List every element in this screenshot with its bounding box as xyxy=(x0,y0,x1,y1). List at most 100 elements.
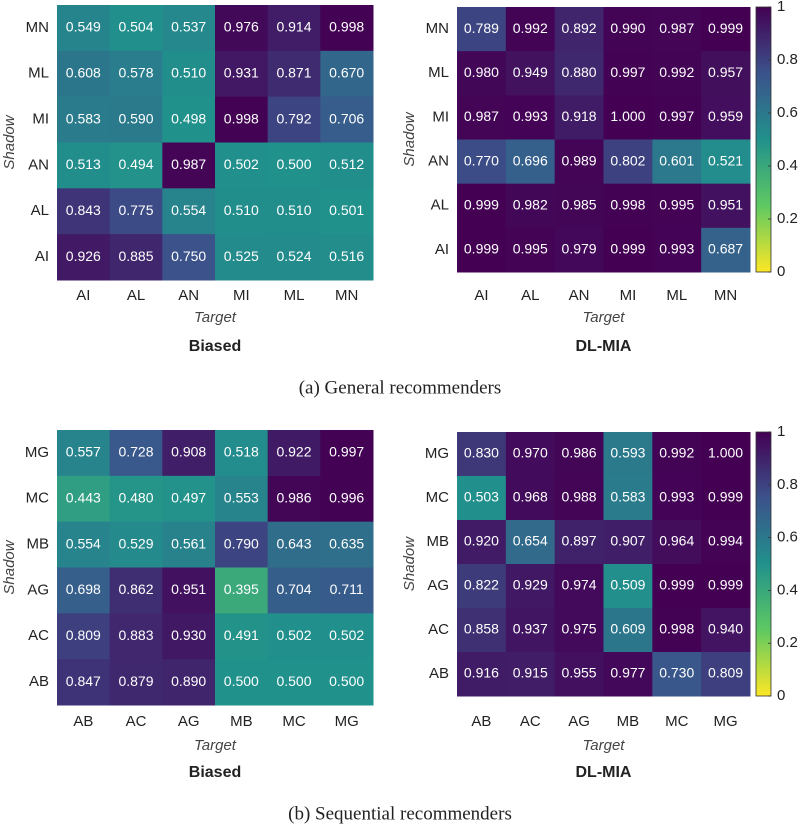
heatmap-cell xyxy=(603,476,653,521)
cell-label: 0.871 xyxy=(276,64,311,80)
colorbar-tick-label: 1 xyxy=(777,423,785,440)
cell-label: 0.553 xyxy=(224,489,259,505)
cell-label: 0.879 xyxy=(118,673,153,689)
cell-label: 0.940 xyxy=(708,621,743,637)
heatmap-cell xyxy=(215,96,269,143)
heatmap-cell xyxy=(162,50,216,98)
x-tick-label: ML xyxy=(666,287,687,304)
y-tick-label: ML xyxy=(28,65,49,82)
cell-label: 0.997 xyxy=(329,444,364,460)
heatmap-cell xyxy=(554,564,604,609)
cell-label: 0.862 xyxy=(118,581,153,597)
cell-label: 0.510 xyxy=(171,64,206,80)
heatmap-cell xyxy=(603,95,653,140)
heatmap-cell xyxy=(701,139,751,185)
x-tick-label: ML xyxy=(284,287,305,304)
cell-label: 0.497 xyxy=(171,489,206,505)
cell-label: 0.561 xyxy=(171,535,206,551)
heatmap-cell xyxy=(215,50,269,98)
cell-label: 0.999 xyxy=(708,489,743,505)
cell-label: 0.500 xyxy=(276,673,311,689)
cell-label: 0.635 xyxy=(329,535,364,551)
x-tick-label: AI xyxy=(474,287,488,304)
heatmap-cell xyxy=(457,432,507,477)
cell-label: 0.518 xyxy=(224,444,259,460)
y-tick-label: MI xyxy=(432,108,449,125)
cell-label: 0.999 xyxy=(464,241,499,257)
heatmap-cell xyxy=(554,476,604,521)
cell-label: 0.929 xyxy=(513,577,548,593)
cell-label: 0.979 xyxy=(562,241,597,257)
cell-label: 0.959 xyxy=(708,108,743,124)
cell-label: 0.501 xyxy=(329,202,364,218)
heatmap-cell xyxy=(701,7,751,52)
y-tick-label: AC xyxy=(428,621,449,638)
heatmap-cell xyxy=(57,96,111,143)
x-tick-label: MG xyxy=(713,713,737,730)
cell-label: 0.858 xyxy=(464,621,499,637)
heatmap-cell xyxy=(109,567,163,614)
heatmap-cell xyxy=(109,188,163,235)
cell-label: 0.578 xyxy=(118,64,153,80)
cell-label: 0.986 xyxy=(562,445,597,461)
cell-label: 0.698 xyxy=(66,581,101,597)
cell-label: 0.500 xyxy=(224,673,259,689)
y-tick-label: AG xyxy=(27,581,49,598)
heatmap-cell xyxy=(603,564,653,609)
cell-label: 0.395 xyxy=(224,581,259,597)
heatmap-cell xyxy=(505,139,556,185)
cell-label: 0.654 xyxy=(513,533,548,549)
heatmap-cell xyxy=(109,613,163,660)
heatmap-cell xyxy=(267,567,321,614)
cell-label: 0.775 xyxy=(118,202,153,218)
heatmap-cell xyxy=(57,234,111,281)
heatmap-cell xyxy=(457,227,507,273)
heatmap-cell xyxy=(109,96,163,143)
colorbar-tick-label: 0.4 xyxy=(777,157,798,174)
heatmap-cell xyxy=(215,475,269,523)
cell-label: 0.931 xyxy=(224,64,259,80)
cell-label: 0.996 xyxy=(329,489,364,505)
y-tick-label: AN xyxy=(28,156,49,173)
heatmap-cell xyxy=(652,7,702,52)
heatmap-cell xyxy=(162,521,216,568)
cell-label: 0.987 xyxy=(464,108,499,124)
cell-label: 0.992 xyxy=(659,64,694,80)
heatmap-cell xyxy=(457,7,507,52)
x-axis-label: Target xyxy=(583,737,626,754)
heatmap-cell xyxy=(652,139,702,185)
heatmap-cell xyxy=(162,234,216,281)
chart-title: Biased xyxy=(189,338,241,355)
colorbar xyxy=(755,431,772,697)
y-tick-label: AN xyxy=(428,153,449,170)
heatmap-cell xyxy=(505,564,556,609)
heatmap-cell xyxy=(215,234,269,281)
x-tick-label: AC xyxy=(126,713,147,730)
cell-label: 0.980 xyxy=(464,64,499,80)
cell-label: 0.711 xyxy=(330,581,364,597)
heatmap-cell xyxy=(162,5,216,52)
heatmap-cell xyxy=(320,475,374,523)
cell-label: 0.999 xyxy=(464,196,499,212)
y-tick-label: AL xyxy=(431,197,449,214)
y-axis-label: Shadow xyxy=(401,111,418,166)
cell-label: 0.513 xyxy=(66,156,101,172)
cell-label: 0.609 xyxy=(610,621,645,637)
heatmap-cell xyxy=(109,50,163,98)
heatmap-cell xyxy=(320,234,374,281)
heatmap-cell xyxy=(701,227,751,273)
cell-label: 0.643 xyxy=(276,535,311,551)
heatmap-cell xyxy=(603,227,653,273)
cell-label: 0.730 xyxy=(659,665,694,681)
heatmap-cell xyxy=(215,430,269,477)
heatmap-cell xyxy=(320,430,374,477)
heatmap-cell xyxy=(320,96,374,143)
heatmap-cell xyxy=(554,95,604,140)
heatmap-cell xyxy=(652,652,702,697)
colorbar-tick-label: 0 xyxy=(777,263,785,280)
x-tick-label: MB xyxy=(617,713,640,730)
heatmap-cell xyxy=(603,652,653,697)
cell-label: 0.976 xyxy=(224,19,259,35)
colorbar-tick-label: 0.4 xyxy=(777,581,798,598)
heatmap-cell xyxy=(109,521,163,568)
